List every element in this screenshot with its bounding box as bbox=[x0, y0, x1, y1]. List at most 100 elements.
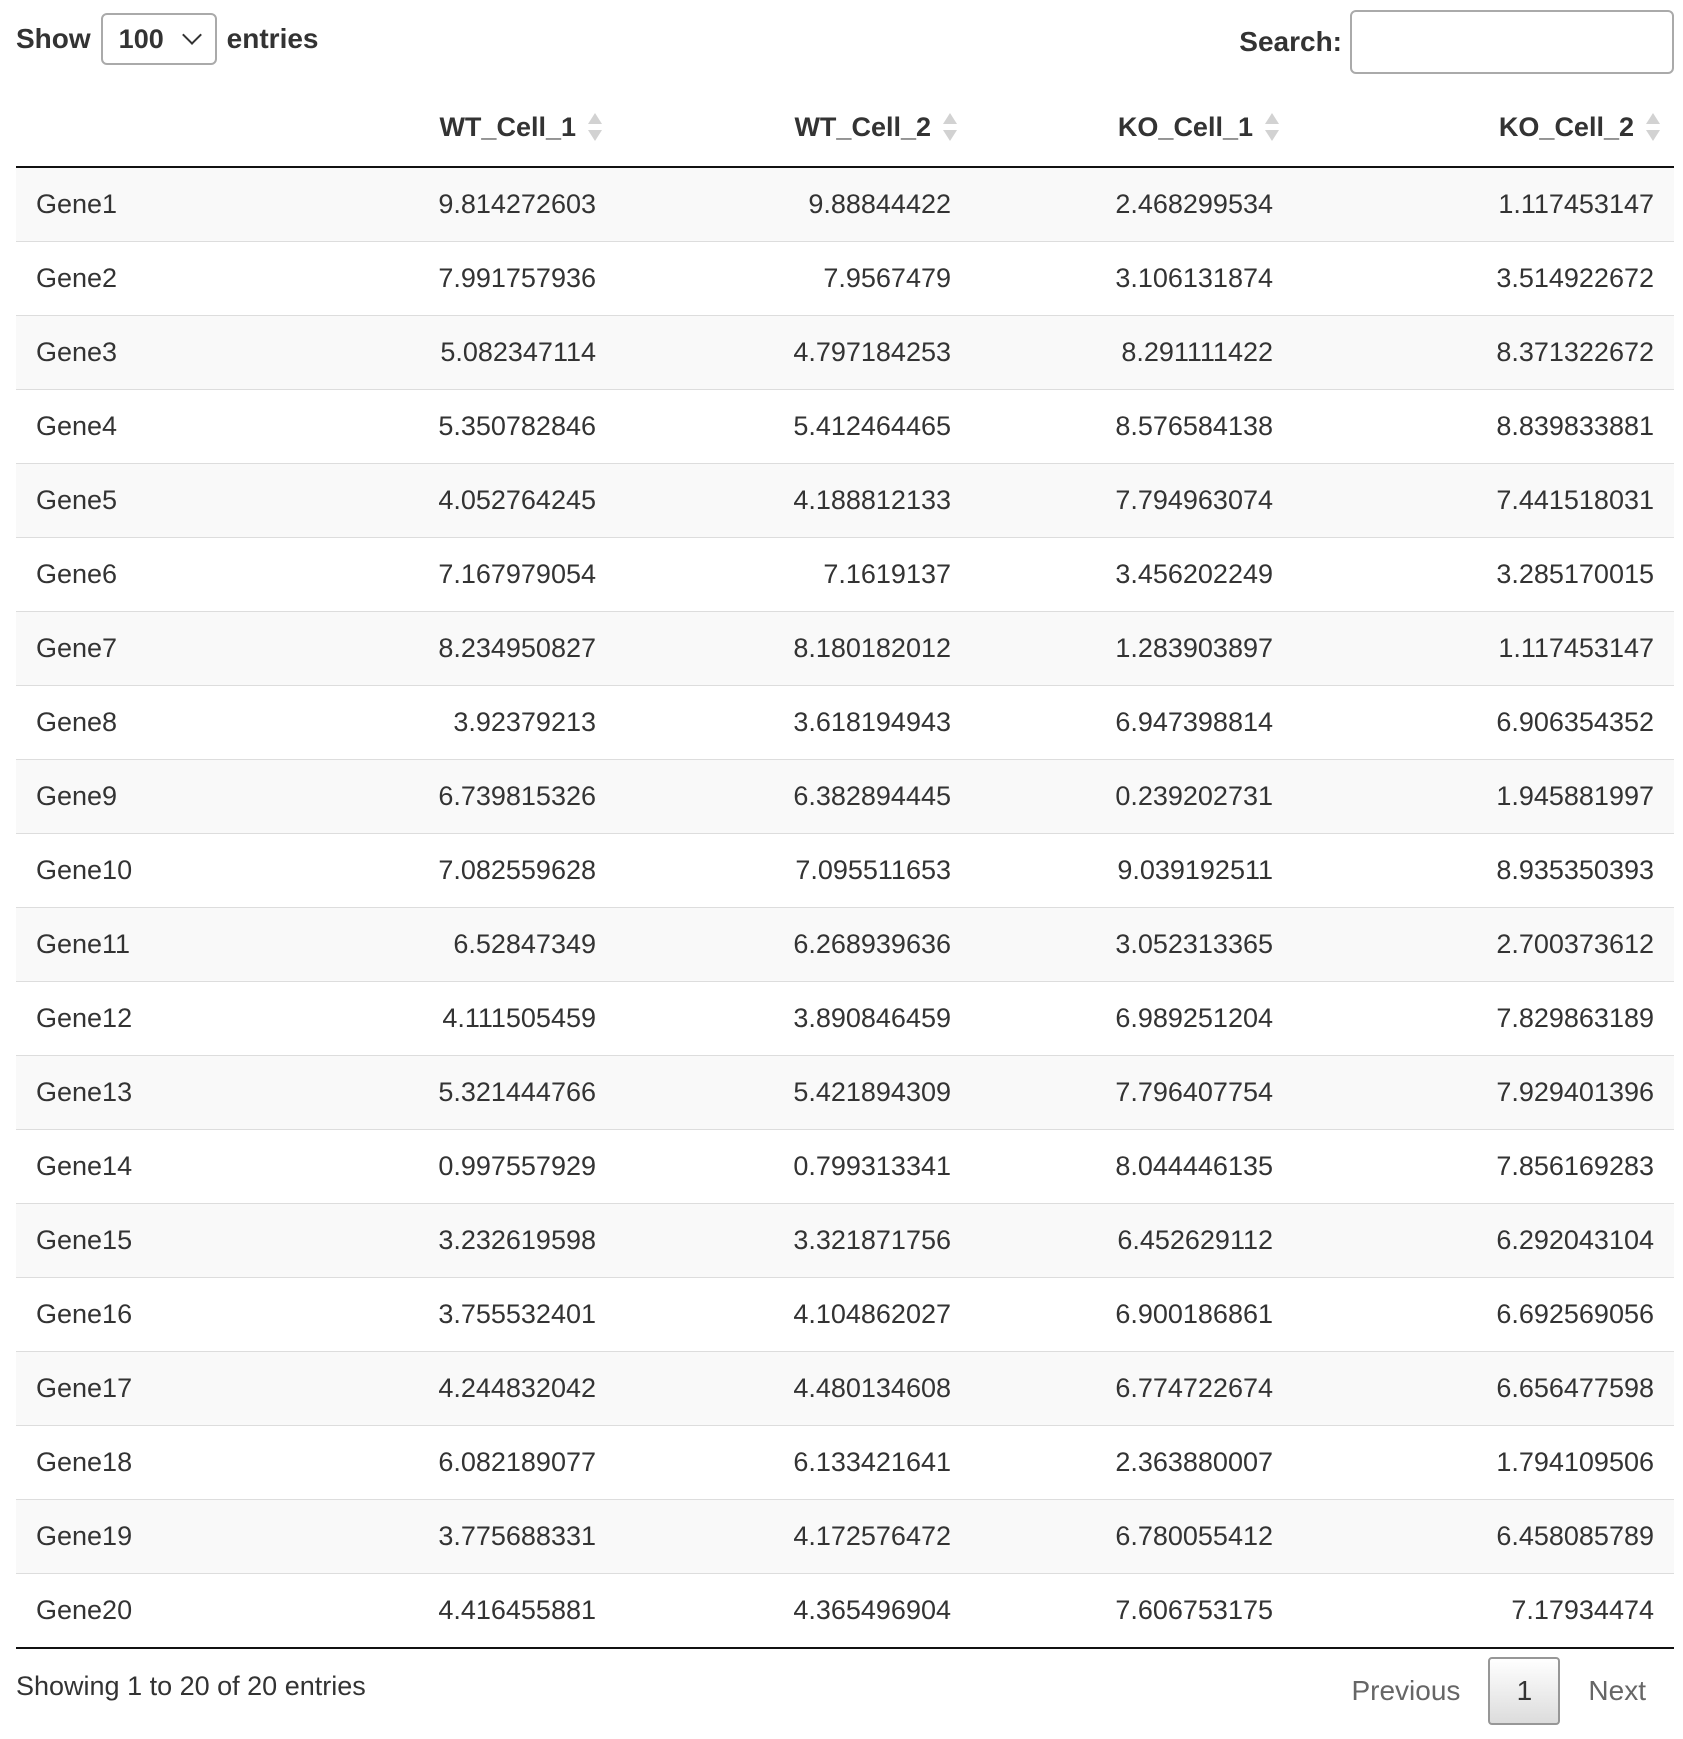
value-cell: 0.997557929 bbox=[276, 1129, 616, 1204]
value-cell: 6.989251204 bbox=[971, 981, 1293, 1056]
value-cell: 6.458085789 bbox=[1293, 1499, 1674, 1574]
table-row: Gene1 9.814272603 9.88844422 2.468299534 1.1… bbox=[16, 167, 1674, 242]
value-cell: 3.106131874 bbox=[971, 241, 1293, 316]
value-cell: 3.618194943 bbox=[616, 685, 971, 760]
pagination: Previous 1 Next bbox=[1323, 1657, 1674, 1725]
value-cell: 4.172576472 bbox=[616, 1499, 971, 1574]
gene-name-cell: Gene3 bbox=[16, 315, 276, 390]
search-filter: Search: bbox=[1239, 10, 1674, 74]
table-row: Gene13 5.321444766 5.421894309 7.796407754 7… bbox=[16, 1055, 1674, 1130]
value-cell: 5.412464465 bbox=[616, 389, 971, 464]
value-cell: 6.780055412 bbox=[971, 1499, 1293, 1574]
table-row: Gene11 6.52847349 6.268939636 3.052313365 2.… bbox=[16, 907, 1674, 982]
value-cell: 8.839833881 bbox=[1293, 389, 1674, 464]
search-label: Search: bbox=[1239, 26, 1342, 57]
entries-per-page-select[interactable]: 100 bbox=[100, 13, 217, 65]
entries-label: entries bbox=[226, 23, 319, 54]
datatable-wrapper: Show 100 entries Search: WT_Cell_1 bbox=[16, 0, 1674, 1739]
table-row: Gene7 8.234950827 8.180182012 1.283903897 1.… bbox=[16, 611, 1674, 686]
value-cell: 1.794109506 bbox=[1293, 1425, 1674, 1500]
table-row: Gene15 3.232619598 3.321871756 6.452629112 6… bbox=[16, 1203, 1674, 1278]
value-cell: 7.856169283 bbox=[1293, 1129, 1674, 1204]
gene-name-cell: Gene18 bbox=[16, 1425, 276, 1500]
table-row: Gene10 7.082559628 7.095511653 9.039192511 8… bbox=[16, 833, 1674, 908]
next-button[interactable]: Next bbox=[1588, 1675, 1646, 1706]
value-cell: 9.814272603 bbox=[276, 167, 616, 242]
value-cell: 7.829863189 bbox=[1293, 981, 1674, 1056]
gene-name-cell: Gene17 bbox=[16, 1351, 276, 1426]
value-cell: 6.292043104 bbox=[1293, 1203, 1674, 1278]
table-info: Showing 1 to 20 of 20 entries bbox=[16, 1671, 366, 1701]
sort-icon bbox=[943, 112, 957, 142]
table-row: Gene19 3.775688331 4.172576472 6.780055412 6… bbox=[16, 1499, 1674, 1574]
table-row: Gene8 3.92379213 3.618194943 6.947398814 6.9… bbox=[16, 685, 1674, 760]
gene-name-cell: Gene12 bbox=[16, 981, 276, 1056]
value-cell: 1.283903897 bbox=[971, 611, 1293, 686]
value-cell: 4.244832042 bbox=[276, 1351, 616, 1426]
column-header-wt-cell-1[interactable]: WT_Cell_1 bbox=[276, 88, 616, 168]
value-cell: 0.239202731 bbox=[971, 759, 1293, 834]
value-cell: 7.991757936 bbox=[276, 241, 616, 316]
value-cell: 5.421894309 bbox=[616, 1055, 971, 1130]
value-cell: 6.947398814 bbox=[971, 685, 1293, 760]
value-cell: 8.935350393 bbox=[1293, 833, 1674, 908]
value-cell: 6.268939636 bbox=[616, 907, 971, 982]
column-header-gene bbox=[16, 88, 276, 168]
chevron-down-icon bbox=[181, 25, 202, 45]
value-cell: 7.082559628 bbox=[276, 833, 616, 908]
gene-name-cell: Gene16 bbox=[16, 1277, 276, 1352]
gene-name-cell: Gene5 bbox=[16, 463, 276, 538]
value-cell: 0.799313341 bbox=[616, 1129, 971, 1204]
data-table: WT_Cell_1 WT_Cell_2 KO_Cell_1 KO_Cell_2 … bbox=[16, 88, 1674, 1649]
gene-name-cell: Gene13 bbox=[16, 1055, 276, 1130]
table-row: Gene17 4.244832042 4.480134608 6.774722674 6… bbox=[16, 1351, 1674, 1426]
previous-button[interactable]: Previous bbox=[1351, 1675, 1461, 1706]
gene-name-cell: Gene20 bbox=[16, 1573, 276, 1649]
table-row: Gene9 6.739815326 6.382894445 0.239202731 1.… bbox=[16, 759, 1674, 834]
value-cell: 6.082189077 bbox=[276, 1425, 616, 1500]
column-header-ko-cell-1[interactable]: KO_Cell_1 bbox=[971, 88, 1293, 168]
value-cell: 4.416455881 bbox=[276, 1573, 616, 1649]
entries-per-page-value: 100 bbox=[118, 23, 164, 54]
gene-name-cell: Gene10 bbox=[16, 833, 276, 908]
value-cell: 8.371322672 bbox=[1293, 315, 1674, 390]
table-row: Gene16 3.755532401 4.104862027 6.900186861 6… bbox=[16, 1277, 1674, 1352]
value-cell: 1.945881997 bbox=[1293, 759, 1674, 834]
column-header-wt-cell-2[interactable]: WT_Cell_2 bbox=[616, 88, 971, 168]
value-cell: 3.285170015 bbox=[1293, 537, 1674, 612]
gene-name-cell: Gene15 bbox=[16, 1203, 276, 1278]
value-cell: 4.188812133 bbox=[616, 463, 971, 538]
value-cell: 7.167979054 bbox=[276, 537, 616, 612]
value-cell: 6.692569056 bbox=[1293, 1277, 1674, 1352]
gene-name-cell: Gene19 bbox=[16, 1499, 276, 1574]
sort-icon bbox=[1646, 112, 1660, 142]
value-cell: 5.082347114 bbox=[276, 315, 616, 390]
gene-name-cell: Gene4 bbox=[16, 389, 276, 464]
show-label: Show bbox=[16, 23, 91, 54]
value-cell: 7.606753175 bbox=[971, 1573, 1293, 1649]
value-cell: 7.794963074 bbox=[971, 463, 1293, 538]
table-row: Gene18 6.082189077 6.133421641 2.363880007 1… bbox=[16, 1425, 1674, 1500]
gene-name-cell: Gene2 bbox=[16, 241, 276, 316]
value-cell: 8.180182012 bbox=[616, 611, 971, 686]
value-cell: 3.052313365 bbox=[971, 907, 1293, 982]
value-cell: 7.095511653 bbox=[616, 833, 971, 908]
value-cell: 9.039192511 bbox=[971, 833, 1293, 908]
value-cell: 3.890846459 bbox=[616, 981, 971, 1056]
value-cell: 7.441518031 bbox=[1293, 463, 1674, 538]
sort-icon bbox=[1265, 112, 1279, 142]
value-cell: 6.656477598 bbox=[1293, 1351, 1674, 1426]
gene-name-cell: Gene7 bbox=[16, 611, 276, 686]
column-header-ko-cell-2[interactable]: KO_Cell_2 bbox=[1293, 88, 1674, 168]
value-cell: 7.9567479 bbox=[616, 241, 971, 316]
gene-name-cell: Gene6 bbox=[16, 537, 276, 612]
column-header-label: KO_Cell_2 bbox=[1498, 111, 1634, 142]
value-cell: 2.700373612 bbox=[1293, 907, 1674, 982]
search-input[interactable] bbox=[1350, 10, 1674, 74]
value-cell: 9.88844422 bbox=[616, 167, 971, 242]
column-header-label: KO_Cell_1 bbox=[1117, 111, 1253, 142]
table-row: Gene3 5.082347114 4.797184253 8.291111422 8.… bbox=[16, 315, 1674, 390]
value-cell: 3.775688331 bbox=[276, 1499, 616, 1574]
value-cell: 2.468299534 bbox=[971, 167, 1293, 242]
page-button-current[interactable]: 1 bbox=[1488, 1657, 1561, 1725]
